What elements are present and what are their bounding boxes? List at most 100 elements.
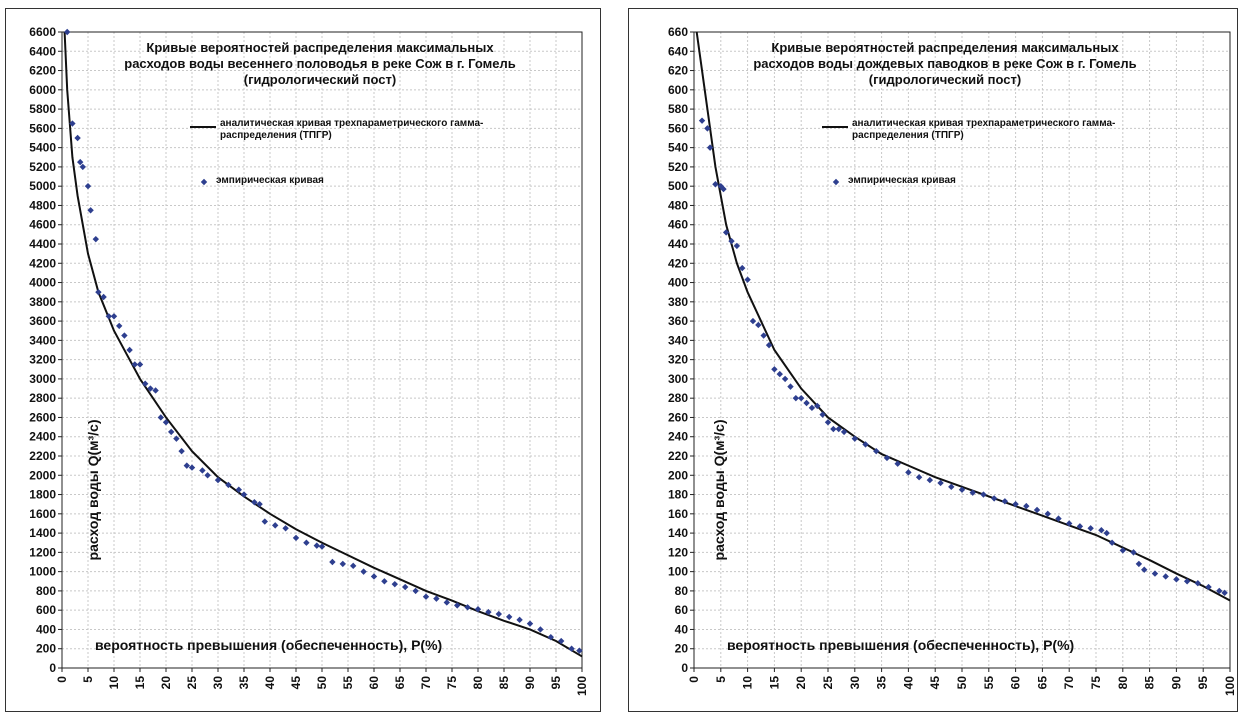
x-tick-label: 45 xyxy=(928,676,942,690)
empirical-point xyxy=(318,543,326,550)
y-tick-label: 4400 xyxy=(29,237,56,251)
x-axis-label: вероятность превышения (обеспеченность),… xyxy=(95,637,442,653)
y-tick-label: 340 xyxy=(668,333,688,347)
y-tick-label: 1600 xyxy=(29,507,56,521)
y-tick-label: 180 xyxy=(668,488,688,502)
empirical-point xyxy=(704,125,711,132)
y-tick-label: 0 xyxy=(681,661,688,675)
empirical-point xyxy=(225,481,232,489)
empirical-point xyxy=(79,163,86,171)
x-tick-label: 10 xyxy=(741,676,755,690)
chart-frame xyxy=(628,8,1238,712)
x-tick-label: 90 xyxy=(523,676,537,690)
empirical-point xyxy=(391,580,398,588)
x-tick-label: 5 xyxy=(81,676,95,683)
empirical-point xyxy=(537,626,544,633)
y-tick-label: 560 xyxy=(668,121,688,135)
empirical-point xyxy=(116,322,123,330)
y-tick-label: 2000 xyxy=(29,468,56,482)
empirical-point xyxy=(926,476,934,484)
empirical-point xyxy=(1108,539,1116,546)
y-tick-label: 5400 xyxy=(29,141,56,155)
empirical-point xyxy=(776,370,783,378)
y-axis-label: расход воды Q(м³/с) xyxy=(711,420,727,561)
y-tick-label: 380 xyxy=(668,295,688,309)
y-tick-label: 1800 xyxy=(29,488,56,502)
y-tick-label: 120 xyxy=(668,545,688,559)
legend-marker xyxy=(832,178,840,186)
empirical-point xyxy=(937,479,944,487)
empirical-point xyxy=(168,428,175,436)
y-tick-label: 4800 xyxy=(29,198,56,212)
y-tick-label: 6200 xyxy=(29,64,56,78)
empirical-point xyxy=(235,486,242,493)
empirical-point xyxy=(771,366,778,373)
y-tick-label: 40 xyxy=(675,622,689,636)
empirical-point xyxy=(152,387,159,394)
empirical-point xyxy=(720,185,727,193)
empirical-point xyxy=(883,454,891,462)
empirical-point xyxy=(157,414,164,421)
y-tick-label: 600 xyxy=(36,603,56,617)
y-tick-label: 3400 xyxy=(29,333,56,347)
empirical-point xyxy=(147,385,154,392)
empirical-point xyxy=(69,120,76,127)
legend-marker xyxy=(200,178,208,186)
x-tick-label: 25 xyxy=(185,676,199,690)
empirical-point xyxy=(516,616,523,624)
empirical-point xyxy=(851,435,858,442)
x-tick-label: 15 xyxy=(767,676,781,690)
empirical-point xyxy=(313,542,320,549)
chart-frame xyxy=(5,8,601,712)
empirical-point xyxy=(744,276,751,283)
empirical-point xyxy=(712,181,719,188)
empirical-point xyxy=(381,578,388,585)
empirical-point xyxy=(1087,525,1094,532)
empirical-point xyxy=(905,469,912,476)
empirical-point xyxy=(162,419,170,426)
y-tick-label: 480 xyxy=(668,198,688,212)
empirical-point xyxy=(142,380,149,387)
empirical-point xyxy=(84,182,92,190)
y-tick-label: 60 xyxy=(675,603,689,617)
empirical-point xyxy=(204,472,211,479)
empirical-point xyxy=(824,419,832,426)
y-tick-label: 200 xyxy=(36,642,56,656)
empirical-point xyxy=(454,602,461,609)
empirical-point xyxy=(87,207,94,214)
y-tick-label: 580 xyxy=(668,102,688,116)
legend-label: аналитическая кривая трехпараметрическог… xyxy=(852,118,1116,141)
empirical-point xyxy=(188,464,196,471)
x-tick-label: 85 xyxy=(497,676,511,690)
empirical-point xyxy=(105,313,112,320)
empirical-point xyxy=(1135,560,1143,568)
empirical-point xyxy=(873,447,880,455)
empirical-point xyxy=(576,647,583,654)
empirical-point xyxy=(1119,547,1126,554)
empirical-point xyxy=(339,560,346,568)
x-tick-label: 90 xyxy=(1169,676,1183,690)
x-tick-label: 50 xyxy=(955,676,969,690)
empirical-point xyxy=(110,313,118,320)
x-tick-label: 65 xyxy=(1035,676,1049,690)
y-tick-label: 2800 xyxy=(29,391,56,405)
y-tick-label: 220 xyxy=(668,449,688,463)
empirical-point xyxy=(240,491,248,498)
y-tick-label: 660 xyxy=(668,25,688,39)
y-tick-label: 100 xyxy=(668,565,688,579)
y-tick-label: 2200 xyxy=(29,449,56,463)
legend-label: эмпирическая кривая xyxy=(848,175,956,186)
empirical-point xyxy=(1141,566,1148,573)
empirical-point xyxy=(1044,510,1051,518)
y-tick-label: 3000 xyxy=(29,372,56,386)
legend-label-box: эмпирическая кривая xyxy=(848,175,956,186)
empirical-point xyxy=(1033,506,1041,514)
empirical-point xyxy=(464,604,471,611)
empirical-point xyxy=(717,182,724,190)
y-tick-label: 200 xyxy=(668,468,688,482)
chart-title-box: Кривые вероятностей распределения максим… xyxy=(753,40,1136,87)
empirical-point xyxy=(402,583,409,591)
y-tick-label: 640 xyxy=(668,44,688,58)
empirical-point xyxy=(733,242,741,250)
empirical-point xyxy=(1023,502,1030,510)
